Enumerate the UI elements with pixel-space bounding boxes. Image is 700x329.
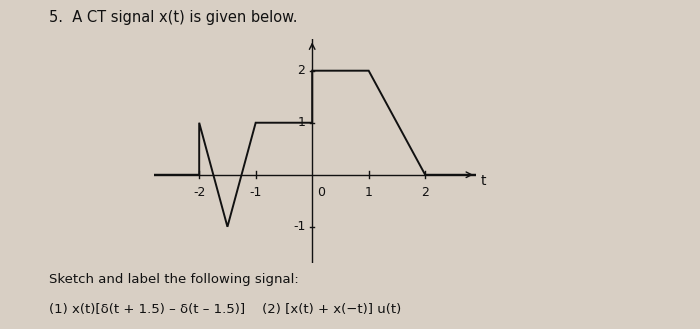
Text: Sketch and label the following signal:: Sketch and label the following signal:	[49, 273, 299, 286]
Text: -2: -2	[193, 186, 205, 199]
Text: 2: 2	[298, 64, 305, 77]
Text: 1: 1	[298, 116, 305, 129]
Text: 1: 1	[365, 186, 372, 199]
Text: 2: 2	[421, 186, 429, 199]
Text: -1: -1	[293, 220, 305, 233]
Text: -1: -1	[249, 186, 262, 199]
Text: 5.  A CT signal x(t) is given below.: 5. A CT signal x(t) is given below.	[49, 10, 298, 25]
Text: (1) x(t)[δ(t + 1.5) – δ(t – 1.5)]    (2) [x(t) + x(−t)] u(t): (1) x(t)[δ(t + 1.5) – δ(t – 1.5)] (2) [x…	[49, 303, 401, 316]
Text: 0: 0	[316, 186, 325, 199]
Text: t: t	[480, 174, 486, 188]
